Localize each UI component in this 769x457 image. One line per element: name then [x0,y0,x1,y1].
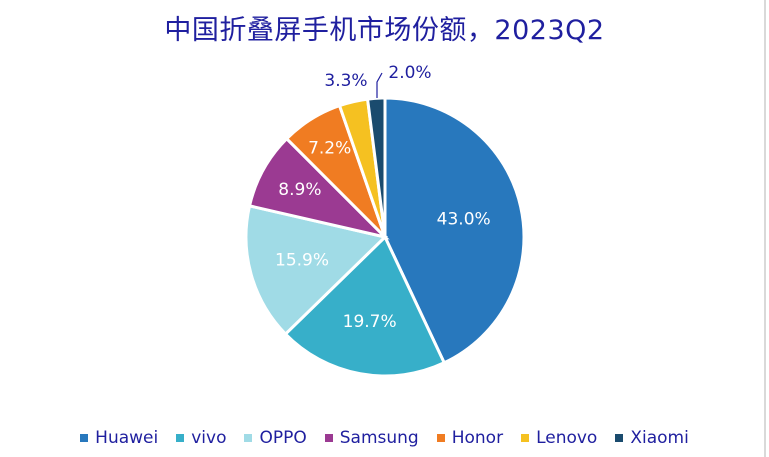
legend-swatch [176,434,185,442]
legend-label: OPPO [259,428,307,448]
legend-item-lenovo: Lenovo [521,428,597,448]
legend-item-samsung: Samsung [324,428,419,448]
legend-item-xiaomi: Xiaomi [615,428,689,448]
pie-chart: 43.0% 19.7% 15.9% 8.9% 7.2% 3.3% 2.0% [244,63,526,378]
chart-legend: Huawei vivo OPPO Samsung Honor Lenovo Xiaomi [0,428,769,448]
legend-label: Huawei [95,428,159,448]
legend-label: Honor [451,428,504,448]
legend-swatch [521,434,530,442]
data-label-huawei: 43.0% [437,209,491,229]
data-label-samsung: 8.9% [278,180,321,200]
pie-slice-huawei [383,96,526,365]
legend-swatch [324,434,333,442]
pie-slice-oppo [244,204,389,337]
pie-slice-vivo [283,234,447,378]
legend-label: Samsung [339,428,419,448]
legend-item-vivo: vivo [176,428,226,448]
leader-line-xiaomi [376,72,383,98]
data-label-oppo: 15.9% [275,250,329,270]
legend-item-oppo: OPPO [244,428,307,448]
pie-slice-xiaomi [365,96,387,238]
legend-swatch [80,434,89,442]
data-label-xiaomi: 2.0% [388,63,431,83]
legend-swatch [615,434,624,442]
chart-title: 中国折叠屏手机市场份额，2023Q2 [164,15,605,46]
legend-swatch [244,434,253,442]
data-label-vivo: 19.7% [343,312,397,332]
chart-frame-edge [764,0,766,457]
legend-swatch [436,434,445,442]
legend-label: vivo [191,428,227,448]
data-label-lenovo: 3.3% [324,71,367,91]
legend-item-huawei: Huawei [80,428,158,448]
legend-item-honor: Honor [436,428,504,448]
legend-label: Lenovo [536,428,598,448]
data-label-honor: 7.2% [308,139,351,159]
legend-label: Xiaomi [630,428,689,448]
